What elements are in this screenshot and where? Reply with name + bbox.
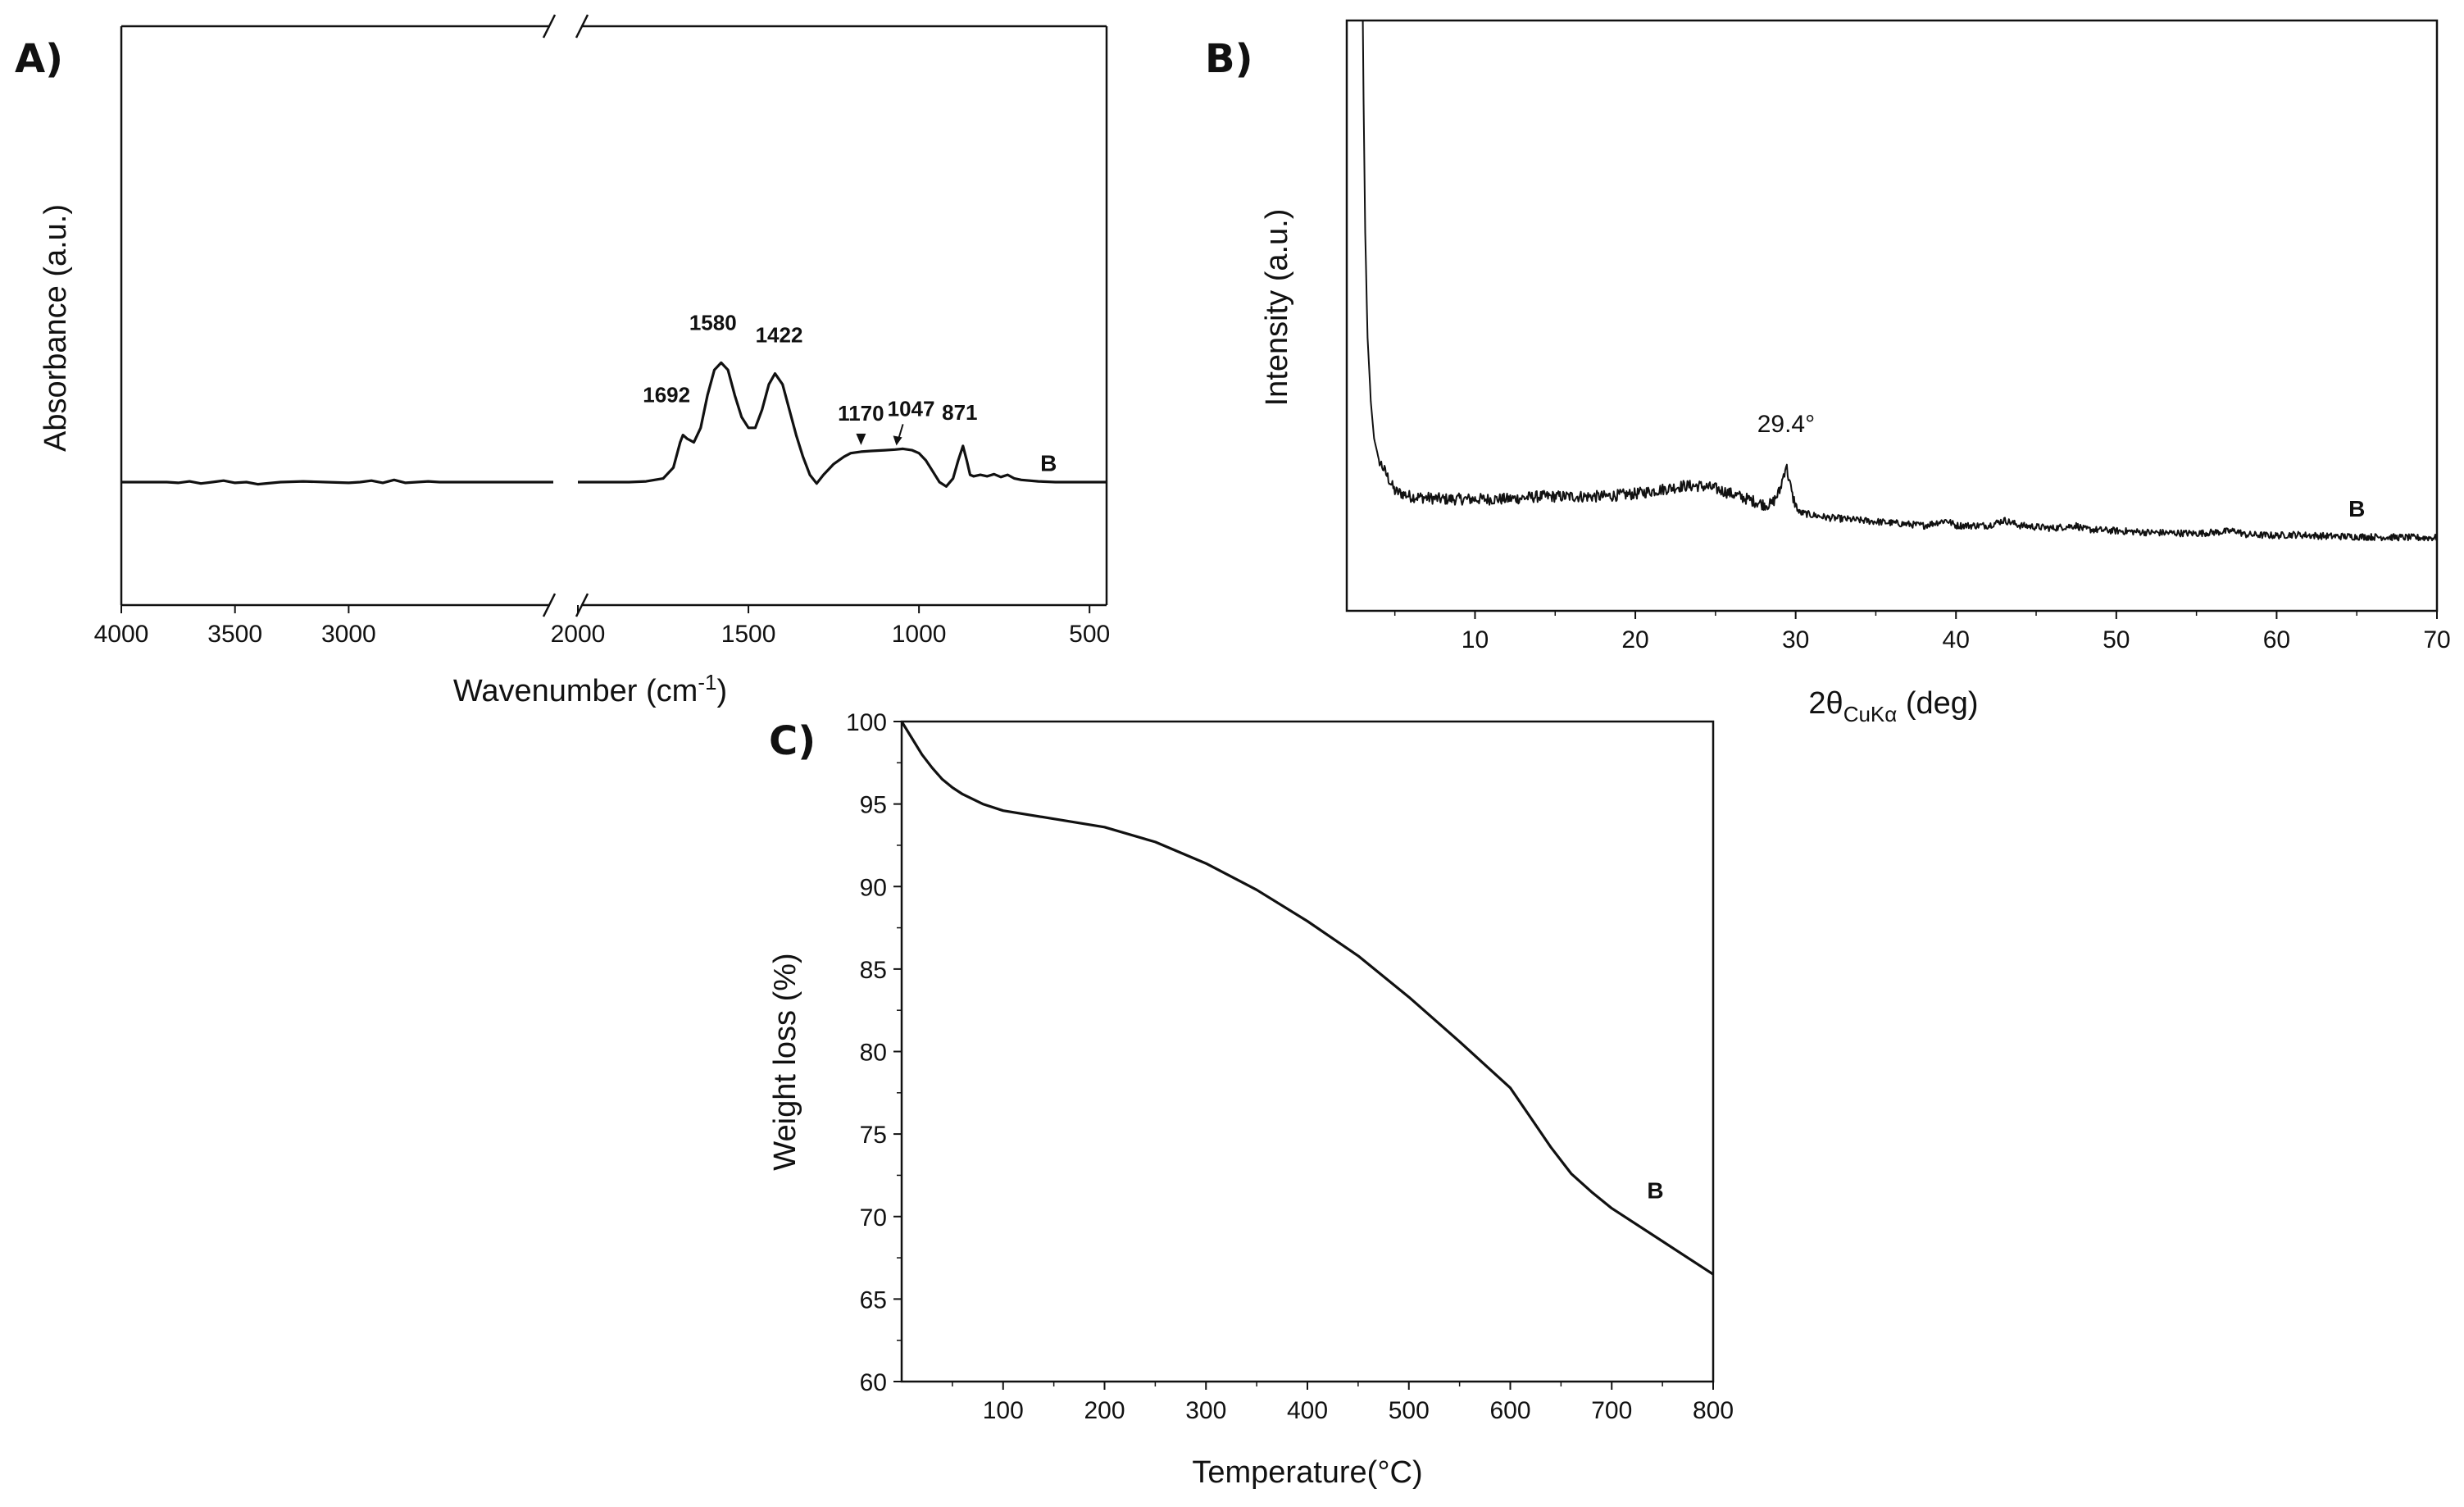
panel-b-x-tick-label: 30 [1782, 626, 1809, 653]
panel-c-tga-chart: C) 100 200 300 400 500 600 700 800 60 65 70 75 80 85 9… [768, 709, 1734, 1490]
panel-c-y-tick-label: 75 [860, 1122, 887, 1149]
panel-c-x-tick-label: 700 [1591, 1397, 1632, 1424]
panel-a-x-tick-label: 500 [1069, 621, 1110, 648]
panel-a-peak-arrow [893, 435, 902, 446]
panel-a-peak-arrow [856, 433, 866, 445]
panel-a-x-axis-title: Wavenumber (cm-1) [453, 670, 727, 708]
panel-c-letter: C) [769, 718, 816, 764]
panel-c-x-tick-label: 100 [983, 1397, 1024, 1424]
panel-c-x-tick-label: 200 [1084, 1397, 1125, 1424]
panel-b-x-tick-label: 70 [2423, 626, 2450, 653]
panel-c-series-line [900, 721, 1714, 1276]
panel-c-x-tick-label: 800 [1693, 1397, 1734, 1424]
panel-a-peak-label: 1047 [888, 396, 935, 421]
panel-c-y-tick-label: 80 [860, 1040, 887, 1067]
panel-c-y-tick-label: 95 [860, 792, 887, 819]
panel-a-x-axis-title-end: ) [716, 674, 727, 708]
panel-c-y-tick-label: 70 [860, 1204, 887, 1232]
panel-c-x-axis-title: Temperature(°C) [1192, 1455, 1422, 1490]
panel-b-x-tick-label: 50 [2103, 626, 2130, 653]
panel-a-ftir-chart: A) 4000 3500 3000 2000 1500 1000 500 1692 1580 14… [15, 14, 1110, 708]
panel-b-y-axis-title: Intensity (a.u.) [1260, 209, 1294, 407]
panel-a-peak-label: 1170 [838, 401, 884, 426]
panel-b-x-tick-label: 20 [1621, 626, 1648, 653]
panel-b-x-axis-title-suffix: (deg) [1897, 686, 1978, 721]
panel-b-sample-label: B [2348, 496, 2365, 521]
panel-a-letter: A) [15, 36, 63, 82]
panel-a-x-tick-label: 2000 [551, 621, 606, 648]
panel-b-x-axis-title: 2θCuKα (deg) [1808, 686, 1978, 726]
panel-a-y-axis-title: Absorbance (a.u.) [39, 204, 73, 452]
panel-c-y-tick-label: 60 [860, 1369, 887, 1396]
panel-a-peak-label: 1422 [756, 323, 803, 348]
panel-a-x-tick-label: 1500 [721, 621, 776, 648]
panel-a-x-tick-label: 4000 [94, 621, 149, 648]
panel-c-y-tick-label: 100 [846, 709, 887, 736]
panel-a-x-axis-title-sup: -1 [698, 670, 716, 694]
panel-b-x-axis-title-prefix: 2θ [1808, 686, 1843, 721]
panel-c-x-tick-label: 300 [1185, 1397, 1226, 1424]
panel-c-y-tick-label: 90 [860, 874, 887, 901]
panel-b-series-line [1362, 20, 2438, 542]
panel-a-peak-label: 1580 [689, 310, 737, 335]
panel-b-x-tick-label: 60 [2263, 626, 2290, 653]
panel-a-axis-break-mark [575, 14, 589, 39]
panel-a-peak-label: 1692 [643, 383, 690, 407]
panel-b-plot-frame [1345, 19, 2439, 612]
panel-b-x-tick-label: 40 [1943, 626, 1970, 653]
panel-c-sample-label: B [1647, 1178, 1663, 1204]
panel-c-y-axis-title: Weight loss (%) [768, 953, 802, 1170]
panel-b-x-axis-title-sub: CuKα [1843, 702, 1898, 726]
panel-c-y-tick-label: 65 [860, 1286, 887, 1314]
panel-c-x-tick-label: 400 [1287, 1397, 1328, 1424]
panel-a-series-line [121, 361, 1107, 488]
panel-b-peak-annotation: 29.4° [1757, 411, 1815, 438]
panel-a-x-tick-label: 1000 [892, 621, 947, 648]
panel-b-x-tick-label: 10 [1462, 626, 1489, 653]
panel-a-axis-break-mark [542, 14, 557, 39]
panel-c-plot-frame [900, 720, 1715, 1383]
panel-a-x-tick-label: 3500 [207, 621, 262, 648]
panel-a-x-axis-title-main: Wavenumber (cm [453, 674, 698, 708]
panel-c-x-tick-label: 600 [1489, 1397, 1530, 1424]
panel-a-x-tick-label: 3000 [321, 621, 376, 648]
panel-a-axis-break-mark [542, 593, 557, 617]
panel-c-y-tick-label: 85 [860, 957, 887, 984]
panel-b-xrd-chart: B) 10 20 30 40 50 60 70 29.4° B 2θCuKα (deg) Int… [1205, 19, 2451, 726]
panel-c-x-tick-label: 500 [1389, 1397, 1430, 1424]
panel-a-sample-label: B [1040, 451, 1057, 476]
panel-a-peak-label: 871 [942, 400, 977, 425]
panel-b-letter: B) [1205, 36, 1253, 82]
